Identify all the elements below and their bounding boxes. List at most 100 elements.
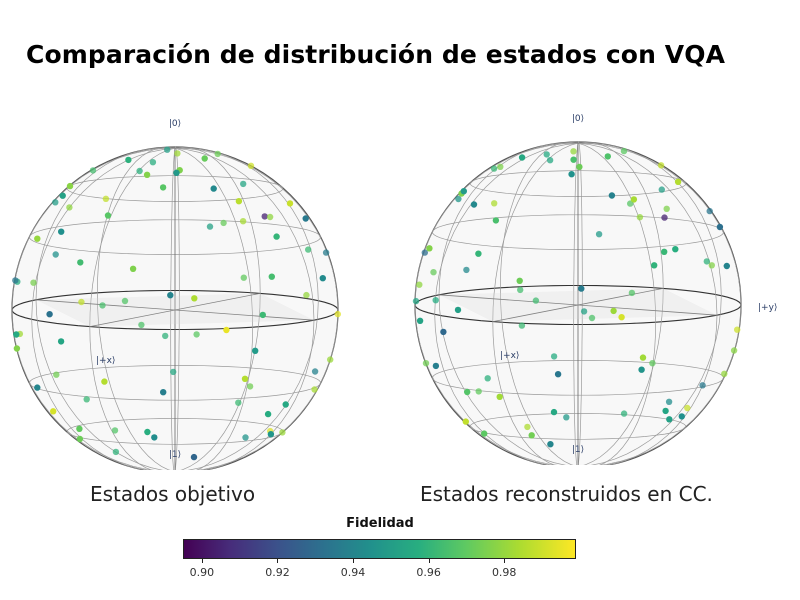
state-point — [334, 310, 341, 318]
state-point — [327, 356, 334, 363]
state-point — [136, 167, 143, 175]
state-point — [578, 285, 585, 292]
state-point — [259, 311, 266, 319]
state-point — [524, 423, 531, 431]
state-point — [595, 231, 603, 238]
state-point — [170, 368, 177, 376]
state-point — [610, 307, 617, 315]
state-point — [264, 410, 272, 418]
state-point — [497, 163, 504, 170]
state-point — [422, 360, 430, 367]
state-point — [706, 207, 713, 215]
state-point — [546, 157, 554, 164]
state-point — [220, 219, 227, 227]
state-point — [46, 311, 53, 318]
axis-label-x: |+x⟩ — [96, 356, 115, 366]
colorbar-tick-label: 0.94 — [340, 566, 366, 579]
state-point — [57, 338, 65, 345]
state-point — [716, 223, 724, 231]
state-point — [699, 382, 706, 389]
longitude-line — [438, 142, 718, 465]
state-point — [242, 434, 249, 441]
state-point — [162, 332, 169, 340]
state-point — [543, 151, 550, 158]
state-point — [214, 150, 221, 158]
state-point — [30, 279, 37, 286]
longitude-line — [11, 147, 339, 470]
state-point — [734, 326, 741, 333]
colorbar-fidelity — [183, 539, 576, 559]
colorbar-tick — [277, 559, 279, 563]
state-point — [663, 205, 670, 212]
state-point — [201, 155, 208, 162]
state-point — [239, 218, 247, 225]
colorbar-tick — [428, 559, 430, 563]
bloch-sphere-reconstructed: |0⟩ |1⟩ |+x⟩ |+y⟩ — [380, 100, 800, 465]
state-point — [547, 441, 554, 448]
state-point — [455, 195, 462, 203]
bloch-sphere-reconstructed-plot: |0⟩ |1⟩ |+x⟩ |+y⟩ — [412, 114, 777, 465]
state-point — [517, 286, 524, 294]
state-point — [282, 401, 289, 408]
state-point — [223, 326, 230, 334]
state-point — [305, 246, 312, 253]
state-point — [672, 246, 679, 253]
state-point — [267, 431, 275, 438]
state-point — [125, 156, 132, 164]
state-point — [518, 154, 526, 161]
state-point — [657, 162, 665, 169]
state-point — [570, 156, 577, 163]
state-point — [235, 198, 243, 205]
state-point — [470, 201, 478, 208]
state-point — [421, 249, 428, 256]
state-point — [627, 200, 634, 207]
state-point — [568, 171, 575, 178]
state-point — [723, 262, 730, 270]
axis-label-bottom: |1⟩ — [572, 445, 584, 455]
state-point — [665, 398, 673, 405]
state-point — [319, 275, 326, 282]
state-point — [99, 302, 106, 309]
state-point — [426, 245, 433, 252]
state-point — [639, 354, 647, 361]
state-point — [160, 389, 167, 396]
state-point — [53, 371, 60, 378]
state-point — [576, 163, 583, 171]
state-point — [730, 347, 738, 354]
axis-label-x: |+x⟩ — [500, 351, 519, 361]
state-point — [630, 196, 638, 203]
state-point — [190, 453, 198, 461]
state-point — [608, 192, 616, 199]
state-point — [52, 251, 59, 258]
state-point — [684, 404, 691, 412]
state-point — [492, 217, 500, 224]
state-point — [628, 289, 636, 297]
state-point — [50, 408, 57, 415]
state-point — [13, 331, 20, 338]
state-point — [193, 331, 200, 338]
state-point — [550, 408, 558, 416]
state-point — [34, 384, 41, 391]
state-point — [210, 185, 217, 192]
state-point — [167, 292, 174, 299]
state-point — [430, 269, 437, 276]
state-point — [129, 265, 137, 272]
state-point — [311, 386, 318, 393]
equatorial-plane — [36, 293, 314, 327]
state-point — [261, 213, 268, 220]
state-point — [66, 204, 73, 211]
state-point — [246, 383, 254, 390]
state-point — [518, 322, 526, 329]
axis-label-bottom: |1⟩ — [169, 450, 181, 460]
state-point — [662, 407, 669, 415]
axis-label-y: |+y⟩ — [758, 303, 777, 313]
state-point — [121, 297, 129, 305]
state-point — [484, 375, 491, 382]
state-point — [104, 212, 112, 219]
state-point — [432, 362, 440, 370]
state-point — [416, 317, 424, 324]
colorbar-tick-label: 0.90 — [189, 566, 215, 579]
state-point — [416, 281, 423, 288]
state-point — [247, 162, 255, 169]
longitude-line — [434, 142, 722, 465]
